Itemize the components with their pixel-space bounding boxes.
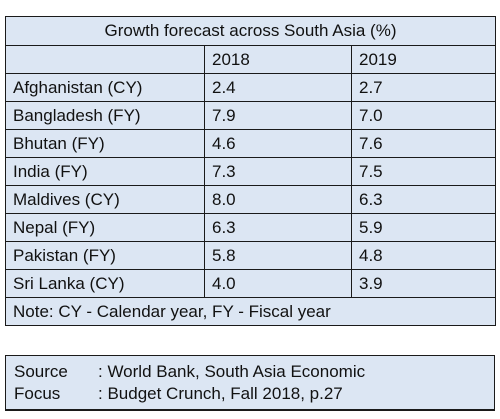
value-2019-cell: 7.0 xyxy=(350,101,497,130)
country-cell: Pakistan (FY) xyxy=(5,241,205,270)
note-row: Note: CY - Calendar year, FY - Fiscal ye… xyxy=(4,297,497,326)
growth-forecast-table: Growth forecast across South Asia (%) 20… xyxy=(4,16,497,326)
value-2018-cell: 4.6 xyxy=(204,129,352,158)
source-line-1: Source : World Bank, South Asia Economic xyxy=(14,361,365,383)
header-2019: 2019 xyxy=(350,45,497,74)
country-cell: India (FY) xyxy=(5,157,205,186)
table-title: Growth forecast across South Asia (%) xyxy=(4,16,497,46)
value-2018-cell: 5.8 xyxy=(204,241,352,270)
country-cell: Bhutan (FY) xyxy=(5,129,205,158)
value-2019-cell: 7.6 xyxy=(350,129,497,158)
source-label: Source xyxy=(14,362,68,381)
table-row: Afghanistan (CY) 2.4 2.7 xyxy=(5,73,497,102)
header-country xyxy=(5,45,205,74)
country-cell: Maldives (CY) xyxy=(5,185,205,214)
value-2019-cell: 2.7 xyxy=(350,73,497,102)
value-2019-cell: 5.9 xyxy=(350,213,497,242)
country-cell: Sri Lanka (CY) xyxy=(5,269,205,298)
table-row: Pakistan (FY) 5.8 4.8 xyxy=(5,241,497,270)
value-2018-cell: 7.3 xyxy=(204,157,352,186)
value-2018-cell: 7.9 xyxy=(204,101,352,130)
table-row: Sri Lanka (CY) 4.0 3.9 xyxy=(5,269,497,298)
header-row: 2018 2019 xyxy=(5,45,497,74)
title-row: Growth forecast across South Asia (%) xyxy=(4,16,497,46)
table-row: Bangladesh (FY) 7.9 7.0 xyxy=(5,101,497,130)
value-2019-cell: 6.3 xyxy=(350,185,497,214)
source-box: Source: World Bank, South Asia Economic … xyxy=(5,355,495,411)
value-2018-cell: 6.3 xyxy=(204,213,352,242)
table-row: Nepal (FY) 6.3 5.9 xyxy=(5,213,497,242)
value-2019-cell: 3.9 xyxy=(350,269,497,298)
value-2019-cell: 7.5 xyxy=(350,157,497,186)
table-row: India (FY) 7.3 7.5 xyxy=(5,157,497,186)
table-row: Maldives (CY) 8.0 6.3 xyxy=(5,185,497,214)
table-note: Note: CY - Calendar year, FY - Fiscal ye… xyxy=(4,297,497,326)
source-text-2: : Budget Crunch, Fall 2018, p.27 xyxy=(98,384,343,403)
table-row: Bhutan (FY) 4.6 7.6 xyxy=(5,129,497,158)
header-2018: 2018 xyxy=(204,45,352,74)
source-text-1: : World Bank, South Asia Economic xyxy=(98,362,366,381)
country-cell: Afghanistan (CY) xyxy=(5,73,205,102)
value-2018-cell: 4.0 xyxy=(204,269,352,298)
value-2019-cell: 4.8 xyxy=(350,241,497,270)
country-cell: Bangladesh (FY) xyxy=(5,101,205,130)
table-body: Afghanistan (CY) 2.4 2.7 Bangladesh (FY) 7.9… xyxy=(5,73,497,298)
source-label-2: Focus xyxy=(14,384,61,403)
value-2018-cell: 2.4 xyxy=(204,73,352,102)
country-cell: Nepal (FY) xyxy=(5,213,205,242)
value-2018-cell: 8.0 xyxy=(204,185,352,214)
source-line-2: Focus : Budget Crunch, Fall 2018, p.27 xyxy=(14,383,343,405)
